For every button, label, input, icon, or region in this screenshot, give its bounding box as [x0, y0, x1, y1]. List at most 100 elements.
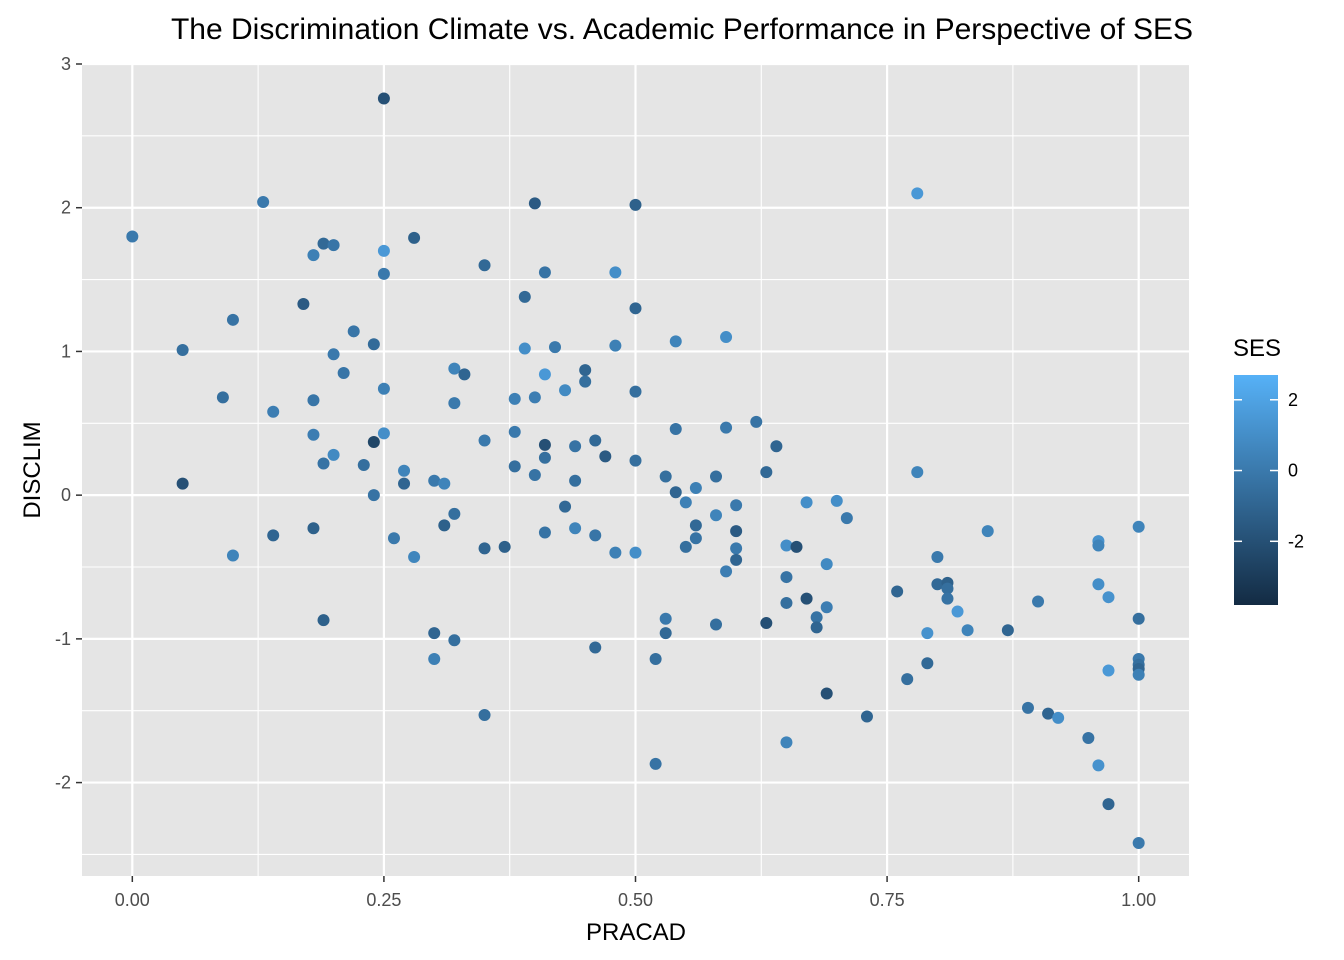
data-point — [1092, 539, 1105, 552]
data-point — [176, 343, 189, 356]
data-point — [689, 481, 702, 494]
data-point — [941, 582, 954, 595]
data-point — [689, 532, 702, 545]
data-point — [579, 364, 592, 377]
legend-tick-label: -2 — [1288, 531, 1304, 551]
data-point — [569, 440, 582, 453]
data-point — [1092, 578, 1105, 591]
data-point — [609, 339, 622, 352]
data-point — [498, 540, 511, 553]
data-point — [951, 605, 964, 618]
data-point — [921, 657, 934, 670]
data-point — [1102, 591, 1115, 604]
data-point — [810, 611, 823, 624]
data-point — [528, 197, 541, 210]
data-point — [710, 618, 723, 631]
data-point — [1102, 798, 1115, 811]
data-point — [367, 338, 380, 351]
data-point — [538, 438, 551, 451]
legend-tick-label: 0 — [1288, 461, 1298, 481]
data-point — [367, 435, 380, 448]
data-point — [649, 757, 662, 770]
y-tick-label: 3 — [61, 54, 71, 74]
legend: SES 2 0 -2 — [1233, 335, 1304, 605]
data-point — [508, 425, 521, 438]
data-point — [1001, 624, 1014, 637]
data-point — [589, 529, 602, 542]
data-point — [780, 736, 793, 749]
data-point — [267, 529, 280, 542]
y-tick-label: 1 — [61, 341, 71, 361]
data-point — [649, 652, 662, 665]
data-point — [377, 244, 390, 257]
data-point — [679, 540, 692, 553]
data-point — [216, 391, 229, 404]
data-point — [800, 496, 813, 509]
data-point — [1132, 836, 1145, 849]
data-point — [428, 627, 441, 640]
data-point — [508, 392, 521, 405]
data-point — [478, 709, 491, 722]
data-point — [860, 710, 873, 723]
data-point — [307, 249, 320, 262]
data-point — [659, 470, 672, 483]
data-point — [911, 187, 924, 200]
data-point — [921, 627, 934, 640]
data-point — [931, 550, 944, 563]
legend-title: SES — [1233, 335, 1281, 362]
data-point — [448, 507, 461, 520]
data-point — [1052, 711, 1065, 724]
data-point — [760, 466, 773, 479]
data-point — [780, 539, 793, 552]
data-point — [528, 469, 541, 482]
data-point — [901, 673, 914, 686]
data-point — [710, 509, 723, 522]
data-point — [538, 368, 551, 381]
x-tick-label: 0.25 — [366, 890, 401, 910]
data-point — [730, 499, 743, 512]
data-point — [941, 592, 954, 605]
data-point — [820, 601, 833, 614]
data-point — [518, 290, 531, 303]
data-point — [760, 617, 773, 630]
data-point — [1021, 701, 1034, 714]
data-point — [659, 627, 672, 640]
data-point — [538, 266, 551, 279]
data-point — [931, 578, 944, 591]
data-point — [559, 500, 572, 513]
data-point — [317, 457, 330, 470]
data-point — [428, 474, 441, 487]
data-point — [327, 348, 340, 361]
data-point — [559, 384, 572, 397]
data-point — [377, 92, 390, 105]
data-point — [770, 440, 783, 453]
data-point — [659, 612, 672, 625]
data-point — [317, 237, 330, 250]
data-point — [408, 231, 421, 244]
data-point — [800, 592, 813, 605]
data-point — [629, 302, 642, 315]
legend-colorbar — [1234, 375, 1278, 605]
data-point — [1132, 668, 1145, 681]
data-point — [307, 394, 320, 407]
data-point — [398, 477, 411, 490]
data-point — [730, 542, 743, 555]
data-point — [327, 239, 340, 252]
data-point — [1102, 664, 1115, 677]
data-point — [629, 546, 642, 559]
chart-title: The Discrimination Climate vs. Academic … — [171, 13, 1193, 46]
data-point — [1042, 707, 1055, 720]
data-point — [981, 525, 994, 538]
data-point — [226, 549, 239, 562]
legend-tick-label: 2 — [1288, 390, 1298, 410]
data-point — [478, 259, 491, 272]
data-point — [226, 313, 239, 326]
data-point — [730, 553, 743, 566]
data-point — [820, 687, 833, 700]
data-point — [448, 362, 461, 375]
data-point — [387, 532, 400, 545]
data-point — [478, 434, 491, 447]
data-point — [589, 641, 602, 654]
data-point — [679, 496, 692, 509]
data-point — [458, 368, 471, 381]
